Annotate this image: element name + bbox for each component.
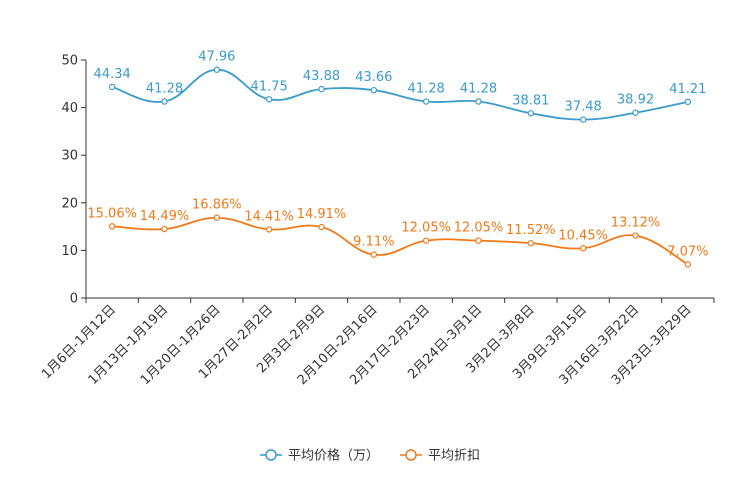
series-0-point — [579, 116, 587, 123]
series-1-point — [108, 223, 116, 230]
series-1-data-label: 10.45% — [558, 228, 608, 243]
series-0-point — [370, 86, 378, 94]
series-1-point — [475, 237, 482, 244]
series-0-data-label: 47.96 — [198, 50, 235, 65]
series-0-data-label: 38.92 — [617, 93, 654, 108]
series-1-point — [579, 245, 587, 252]
legend-marker-icon — [405, 449, 417, 461]
data-labels: 44.34 41.28 47.96 41.75 43.88 43.66 41.28 41.28… — [87, 50, 708, 260]
series-1-point — [422, 237, 430, 244]
y-tick-label: 50 — [61, 54, 78, 69]
legend-label: 平均价格（万） — [288, 448, 379, 464]
series-1-data-label: 7.07% — [667, 244, 708, 259]
series-1-point — [684, 261, 692, 268]
series-1-point — [161, 225, 168, 233]
series-1-point — [527, 239, 535, 247]
series-1-data-label: 12.05% — [454, 221, 504, 236]
series-1-point — [265, 226, 273, 233]
series-1-data-label: 13.12% — [611, 216, 661, 231]
series-0-point — [632, 109, 639, 116]
legend-marker-icon — [265, 449, 277, 461]
legend-label: 平均折扣 — [428, 449, 480, 464]
series-1-data-label: 16.86% — [192, 198, 242, 213]
series-0-data-label: 38.81 — [512, 93, 549, 108]
y-tick-label: 20 — [61, 196, 78, 211]
y-tick-label: 10 — [61, 244, 78, 259]
series-1-data-label: 12.05% — [401, 221, 451, 236]
y-tick-label: 30 — [61, 149, 78, 164]
series-1-data-label: 14.49% — [140, 209, 190, 224]
legend-item-0[interactable]: 平均价格（万） — [260, 448, 379, 464]
series-1-data-label: 9.11% — [353, 235, 394, 250]
series-0-data-label: 41.75 — [251, 79, 288, 94]
series-0-data-label: 41.28 — [408, 82, 445, 97]
series-0-point — [527, 110, 535, 117]
series-0-point — [213, 66, 221, 73]
series-line-1 — [112, 216, 689, 266]
legend-item-1[interactable]: 平均折扣 — [400, 449, 480, 464]
series-1-point — [370, 251, 378, 258]
series-1-point — [318, 223, 325, 231]
series-0-data-label: 44.34 — [94, 67, 131, 82]
series-0-point — [475, 98, 482, 105]
y-tick-label: 40 — [61, 101, 78, 116]
series-0-point — [265, 96, 273, 103]
series-0-data-label: 43.66 — [355, 70, 392, 85]
series-1-data-label: 15.06% — [87, 206, 137, 221]
series-0-point — [318, 85, 325, 93]
y-tick-label: 0 — [70, 292, 78, 307]
series-0-data-label: 41.21 — [669, 82, 706, 97]
series-0-point — [108, 83, 116, 91]
series-0-point — [422, 98, 430, 105]
series-0-point — [161, 98, 168, 105]
series-0-point — [684, 98, 692, 106]
series-layer — [108, 66, 692, 268]
series-0-data-label: 41.28 — [460, 82, 497, 97]
series-0-data-label: 37.48 — [565, 100, 602, 115]
series-1-data-label: 14.41% — [244, 209, 294, 224]
legend[interactable]: 平均价格（万） 平均折扣 — [260, 448, 480, 464]
series-1-data-label: 14.91% — [297, 207, 347, 222]
series-1-data-label: 11.52% — [506, 223, 556, 238]
series-0-data-label: 43.88 — [303, 69, 340, 84]
series-1-point — [213, 214, 221, 221]
series-1-point — [632, 232, 639, 239]
series-0-data-label: 41.28 — [146, 82, 183, 97]
